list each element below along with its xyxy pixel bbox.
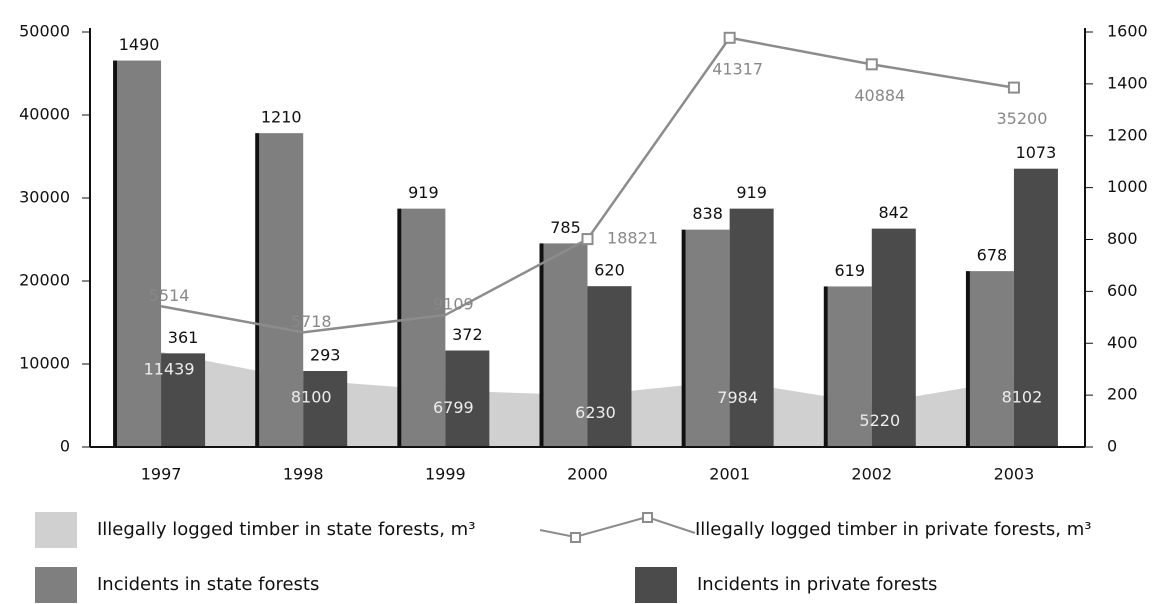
bar [161,353,206,447]
y2-tick-label: 400 [1107,333,1138,352]
bar [685,229,730,447]
bar-value-label: 785 [550,218,581,237]
legend-marker [642,512,653,523]
area-value-label: 7984 [717,388,758,407]
line-value-label: 9109 [433,294,474,313]
line-marker [723,31,736,44]
bar [729,208,774,447]
legend-label: Incidents in state forests [97,574,319,595]
line-value-label: 5514 [149,286,190,305]
bar-value-label: 619 [835,261,866,280]
x-tick-label: 2001 [709,465,750,484]
bar [969,271,1014,447]
y2-tick-label: 600 [1107,281,1138,300]
y2-tick-label: 1200 [1107,125,1148,144]
bar-value-label: 838 [692,204,723,223]
bar [303,371,348,447]
bar-value-label: 293 [310,346,341,365]
y2-tick-label: 1000 [1107,177,1148,196]
y-tick-label: 20000 [19,271,70,290]
bar [445,350,490,447]
area-value-label: 6230 [575,403,616,422]
bar [1013,168,1058,448]
bar-value-label: 1490 [119,35,160,54]
bar [259,133,304,447]
bar [871,228,916,447]
y-tick-label: 10000 [19,354,70,373]
x-tick-label: 2003 [994,465,1035,484]
legend-marker [570,532,581,543]
bar-value-label: 919 [736,183,767,202]
legend-label: Incidents in private forests [697,574,937,595]
line-marker [581,233,594,246]
bar-value-label: 361 [168,328,199,347]
bar-value-label: 678 [977,246,1008,265]
y2-tick-label: 1600 [1107,22,1148,41]
bar [827,286,872,447]
bar-value-label: 372 [452,325,483,344]
line-marker [1007,81,1020,94]
bar [117,60,162,447]
bar [587,286,632,447]
bar-edge [965,271,970,447]
y-tick-label: 0 [60,437,70,456]
line-value-label: 40884 [854,86,905,105]
y2-tick-label: 200 [1107,385,1138,404]
y-tick-label: 50000 [19,22,70,41]
bar-value-label: 620 [594,261,625,280]
y2-tick-label: 0 [1107,437,1117,456]
bar-edge [113,60,118,447]
legend-label: Illegally logged timber in state forests… [97,519,475,540]
y2-tick-label: 1400 [1107,73,1148,92]
bar-edge [255,133,260,447]
bar-edge [823,286,828,447]
line-value-label: 18821 [607,229,658,248]
area-value-label: 6799 [433,398,474,417]
x-tick-label: 2000 [567,465,608,484]
y2-tick-label: 800 [1107,229,1138,248]
line-value-label: 35200 [996,109,1047,128]
bar [543,243,588,447]
bar-edge [681,229,686,447]
bar-edge [539,243,544,447]
bar-value-label: 1210 [261,108,302,127]
area-value-label: 8100 [291,387,332,406]
area-value-label: 11439 [144,360,195,379]
x-tick-label: 2002 [851,465,892,484]
x-tick-label: 1997 [141,465,182,484]
legend-line [539,515,696,539]
line-value-label: 5718 [291,312,332,331]
bar-edge [397,208,402,447]
area-value-label: 5220 [859,411,900,430]
legend-swatch [35,512,77,548]
bar [401,208,446,447]
bar-value-label: 919 [408,183,439,202]
bar-value-label: 842 [879,203,910,222]
line-marker [865,58,878,71]
y-tick-label: 40000 [19,105,70,124]
legend-swatch [35,567,77,603]
bar-value-label: 1073 [1016,143,1057,162]
legend-swatch [635,567,677,603]
line-value-label: 41317 [712,59,763,78]
x-tick-label: 1999 [425,465,466,484]
legend-label: Illegally logged timber in private fores… [695,519,1091,540]
x-tick-label: 1998 [283,465,324,484]
y-tick-label: 30000 [19,188,70,207]
area-value-label: 8102 [1002,387,1043,406]
